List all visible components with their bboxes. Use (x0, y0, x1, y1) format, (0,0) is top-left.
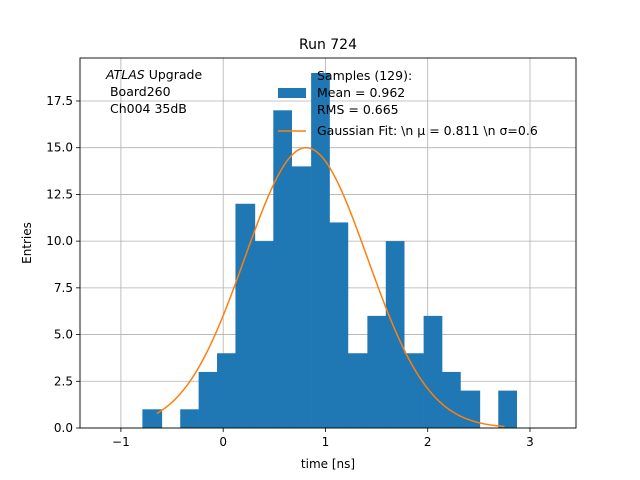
y-tick-label: 15.0 (46, 141, 73, 155)
x-tick-label: −1 (112, 435, 130, 449)
fit-curve (156, 146, 505, 428)
histogram-bar (385, 241, 405, 428)
x-tick-label: 3 (526, 435, 534, 449)
histogram-bar (217, 353, 236, 428)
annotation-board: Board260 (106, 84, 171, 99)
y-tick-label: 7.5 (54, 281, 73, 295)
y-tick-label: 12.5 (46, 187, 73, 201)
histogram-bar (198, 371, 218, 428)
legend-histogram-label-2: Mean = 0.962 (317, 85, 405, 100)
chart-title: Run 724 (299, 37, 357, 53)
annotation-atlas: ATLAS Upgrade (105, 67, 202, 82)
histogram-bar (367, 315, 387, 428)
y-axis-label: Entries (20, 222, 34, 264)
y-tick-label: 0.0 (54, 421, 73, 435)
histogram-bar (291, 166, 312, 428)
histogram-bar (498, 390, 517, 428)
y-tick-label: 10.0 (46, 234, 73, 248)
legend-histogram-patch (278, 88, 306, 98)
gaussian-fit (156, 146, 505, 428)
y-axis-ticks: 0.0 2.5 5.0 7.5 10.0 12.5 15.0 17.5 (46, 94, 80, 435)
x-axis-ticks: −1 0 1 2 3 (112, 428, 534, 449)
x-tick-label: 0 (219, 435, 227, 449)
annotation-atlas-text: Upgrade (145, 67, 203, 82)
y-tick-label: 2.5 (54, 374, 73, 388)
x-axis-label: time [ns] (301, 457, 355, 471)
histogram-bar (442, 371, 461, 428)
x-tick-label: 2 (424, 435, 432, 449)
y-tick-label: 5.0 (54, 328, 73, 342)
histogram-bar (347, 353, 368, 428)
annotation-channel: Ch004 35dB (106, 101, 187, 116)
histogram-bar (273, 110, 292, 428)
legend-fit-label: Gaussian Fit: \n μ = 0.811 \n σ=0.6 (317, 123, 538, 138)
plot-frame (79, 57, 577, 429)
x-tick-label: 1 (322, 435, 330, 449)
annotation-atlas-italic: ATLAS (105, 67, 145, 82)
legend-histogram-label-3: RMS = 0.665 (317, 102, 399, 117)
histogram-bar (423, 315, 443, 428)
histogram-bar (180, 409, 199, 428)
histogram-bar (329, 222, 349, 428)
histogram-bar (254, 241, 274, 428)
legend-histogram-label-1: Samples (129): (317, 68, 412, 83)
legend: Samples (129): Mean = 0.962 RMS = 0.665 … (278, 68, 538, 138)
y-tick-label: 17.5 (46, 94, 73, 108)
histogram-bar (235, 203, 256, 428)
histogram-bar (404, 353, 424, 428)
